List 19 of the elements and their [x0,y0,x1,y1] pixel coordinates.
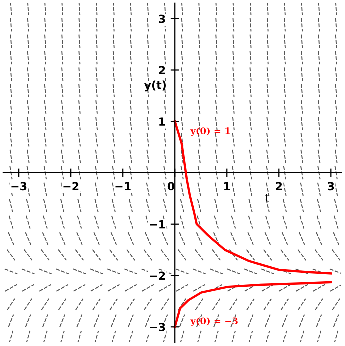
x-tick-label: 1 [224,182,230,190]
series-label: y(0) = −3 [190,318,238,326]
y-tick-label: 1 [160,118,166,126]
y-tick-label: 3 [159,14,166,24]
x-tick-label: 2 [276,182,282,190]
y-tick-label: −3 [150,323,166,332]
line-series [174,120,332,275]
x-tick-label: 0 [168,182,175,191]
x-tick-label: 3 [328,182,334,191]
x-tick-label: −3 [12,182,27,191]
y-tick-label: −2 [150,272,166,280]
series-label: y(0) = 1 [190,127,230,136]
line-series [174,281,332,328]
y-tick-label: 2 [159,66,166,74]
x-tick-label: −2 [64,182,79,190]
y-tick-label: −1 [150,220,166,229]
x-axis-title: t [265,194,270,202]
x-tick-label: −1 [116,182,131,190]
y-axis-title: y(t) [144,80,166,92]
